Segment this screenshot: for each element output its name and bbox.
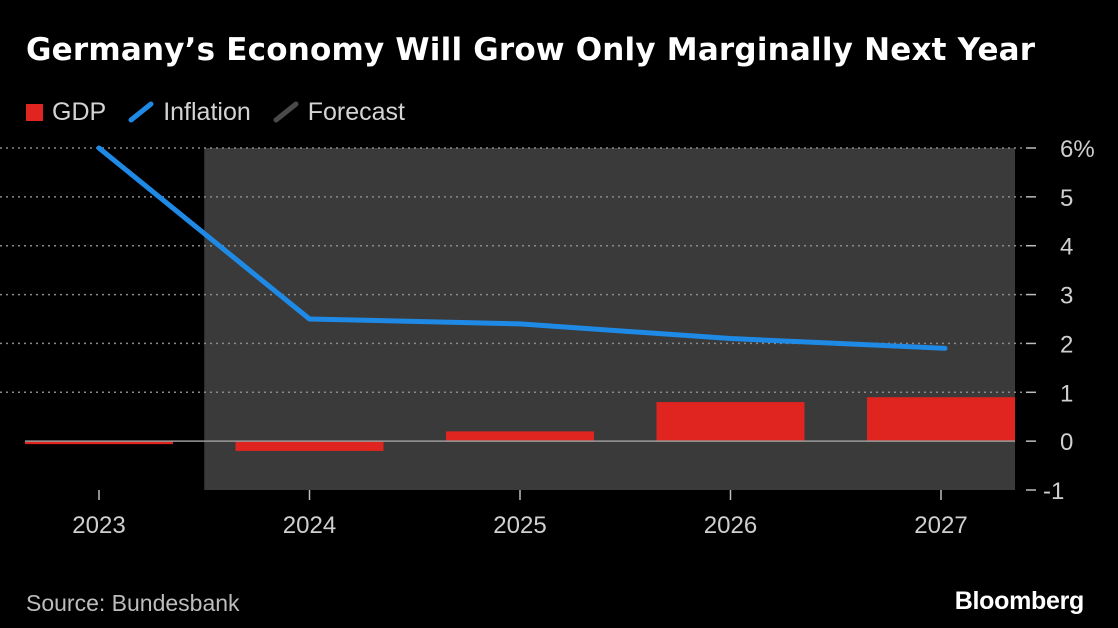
x-tick-label: 2024 (283, 512, 336, 539)
y-tick-label: 1 (1060, 380, 1073, 407)
gdp-bar-2023 (25, 441, 173, 445)
x-tick-label: 2027 (914, 512, 967, 539)
gdp-bar-2024 (235, 441, 384, 451)
y-tick-label: 4 (1060, 234, 1073, 261)
legend-item-forecast: Forecast (273, 98, 405, 127)
x-tick-label: 2025 (493, 512, 546, 539)
y-tick-label: 5 (1060, 185, 1073, 212)
y-tick-label: -1 (1043, 478, 1064, 505)
legend-item-gdp: GDP (26, 98, 106, 127)
bloomberg-logo: Bloomberg (954, 587, 1085, 615)
gdp-bar-2026 (656, 402, 805, 442)
x-tick-label: 2023 (72, 512, 125, 539)
y-tick-label: 0 (1060, 429, 1073, 456)
source-note: Source: Bundesbank (26, 590, 240, 616)
y-tick-label: 2 (1060, 331, 1073, 358)
blue-line-swatch-icon (128, 101, 154, 123)
legend: GDP Inflation Forecast (26, 96, 427, 128)
gdp-bar-2025 (446, 431, 594, 442)
y-tick-label: 6% (1060, 136, 1095, 163)
legend-label-gdp: GDP (52, 97, 107, 126)
gray-line-swatch-icon (273, 101, 299, 123)
red-square-swatch-icon (26, 103, 43, 121)
legend-item-inflation: Inflation (128, 98, 251, 127)
chart-title: Germany’s Economy Will Grow Only Margina… (26, 32, 1036, 68)
legend-label-forecast: Forecast (307, 97, 406, 126)
legend-label-inflation: Inflation (163, 97, 251, 126)
y-tick-label: 3 (1060, 283, 1073, 310)
gdp-bar-2027 (867, 397, 1015, 442)
x-tick-label: 2026 (704, 512, 757, 539)
